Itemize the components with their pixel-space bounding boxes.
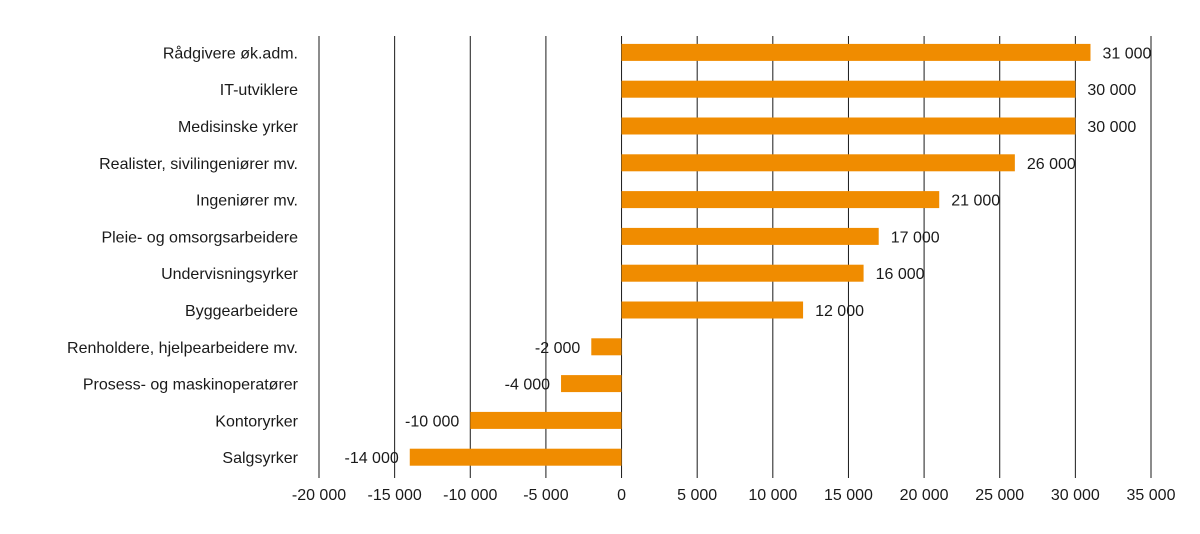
x-tick-label: 10 000 bbox=[748, 487, 797, 504]
x-tick-label: 35 000 bbox=[1127, 487, 1176, 504]
data-label: -2 000 bbox=[535, 340, 580, 357]
x-tick-label: -20 000 bbox=[292, 487, 346, 504]
data-label: 30 000 bbox=[1087, 82, 1136, 99]
data-label: 16 000 bbox=[876, 266, 925, 283]
x-tick-label: 5 000 bbox=[677, 487, 717, 504]
category-label: Ingeniører mv. bbox=[196, 193, 298, 210]
bar bbox=[621, 154, 1015, 172]
x-axis-tick-labels: -20 000 -15 000 -10 000 -5 000 0 5 000 10 000 1… bbox=[292, 487, 1176, 504]
data-label: 31 000 bbox=[1102, 45, 1151, 62]
category-labels: Rådgivere øk.adm. IT-utviklere Medisinske … bbox=[67, 44, 299, 467]
bar bbox=[470, 411, 622, 429]
value-labels: 31 000 30 000 30 000 26 000 21 000 17 000 16 0… bbox=[344, 45, 1151, 467]
category-label: Renholdere, hjelpearbeidere mv. bbox=[67, 340, 298, 357]
data-label: 21 000 bbox=[951, 193, 1000, 210]
x-tick-label: 20 000 bbox=[900, 487, 949, 504]
data-label: -14 000 bbox=[344, 450, 398, 467]
x-tick-label: 25 000 bbox=[975, 487, 1024, 504]
category-label: Byggearbeidere bbox=[185, 303, 298, 320]
data-label: 30 000 bbox=[1087, 119, 1136, 136]
bars bbox=[409, 43, 1091, 466]
category-label: Salgsyrker bbox=[222, 450, 298, 467]
bar bbox=[621, 227, 879, 245]
bar bbox=[621, 191, 940, 209]
data-label: 12 000 bbox=[815, 303, 864, 320]
bar bbox=[409, 448, 622, 466]
category-label: Pleie- og omsorgsarbeidere bbox=[101, 229, 298, 246]
data-label: -10 000 bbox=[405, 413, 459, 430]
category-label: Prosess- og maskinoperatører bbox=[83, 377, 299, 394]
bar bbox=[561, 375, 622, 393]
gridlines bbox=[318, 36, 1152, 478]
data-label: -4 000 bbox=[505, 377, 550, 394]
x-tick-label: -5 000 bbox=[523, 487, 568, 504]
x-tick-label: 30 000 bbox=[1051, 487, 1100, 504]
data-label: 26 000 bbox=[1027, 156, 1076, 173]
bar bbox=[621, 43, 1091, 61]
category-label: Kontoryrker bbox=[215, 413, 298, 430]
category-label: Undervisningsyrker bbox=[161, 266, 299, 283]
category-label: Medisinske yrker bbox=[178, 119, 299, 136]
x-tick-label: 15 000 bbox=[824, 487, 873, 504]
x-tick-label: 0 bbox=[617, 487, 626, 504]
x-tick-label: -10 000 bbox=[443, 487, 497, 504]
category-label: Realister, sivilingeniører mv. bbox=[99, 156, 298, 173]
bar bbox=[591, 338, 622, 356]
bar bbox=[621, 264, 864, 282]
bar bbox=[621, 301, 804, 319]
bar bbox=[621, 117, 1076, 135]
data-label: 17 000 bbox=[891, 229, 940, 246]
bar bbox=[621, 80, 1076, 98]
category-label: Rådgivere øk.adm. bbox=[163, 44, 298, 62]
x-tick-label: -15 000 bbox=[368, 487, 422, 504]
category-label: IT-utviklere bbox=[220, 82, 298, 99]
